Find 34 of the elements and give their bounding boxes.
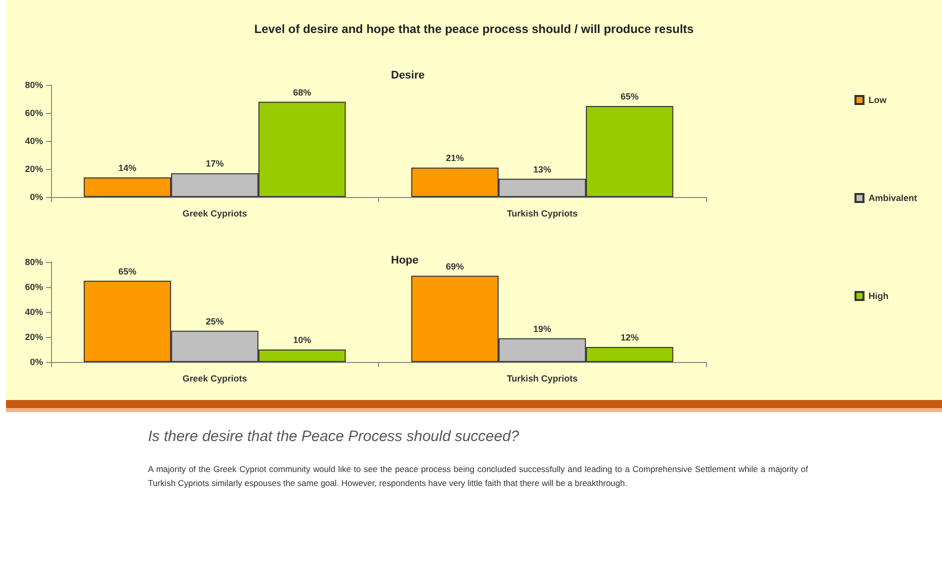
- y-tick-label: 0%: [30, 357, 43, 367]
- data-label: 10%: [293, 335, 312, 345]
- data-label: 68%: [293, 87, 312, 98]
- legend-label: Ambivalent: [868, 193, 918, 203]
- data-label: 65%: [620, 92, 639, 102]
- chart-title: Level of desire and hope that the peace process should / will produce results: [254, 22, 694, 36]
- x-tick-label: Turkish Cypriots: [506, 374, 578, 384]
- data-label: 17%: [206, 158, 224, 169]
- data-label: 14%: [118, 162, 136, 173]
- data-label: 12%: [620, 332, 639, 342]
- y-tick-label: 60%: [24, 282, 43, 292]
- text: Is there desire that the Peace Process should succeed?: [148, 428, 520, 445]
- text: A majority of the Greek Cypriot community would like to see the peace process being concluded successfully and leading to a Comprehensive Settlement while a majority of Turkish Cypriots similarly espouses the same goal. However, respondents have very little faith that there will be a breakthrough.: [148, 463, 808, 490]
- y-tick-label: 40%: [24, 307, 43, 317]
- x-tick-label: Greek Cypriots: [182, 374, 248, 384]
- y-tick-label: 20%: [24, 332, 43, 342]
- chart-title: Hope: [391, 254, 418, 266]
- y-tick-label: 0%: [30, 192, 43, 202]
- x-tick-label: Greek Cypriots: [182, 208, 248, 218]
- y-tick-label: 20%: [24, 164, 43, 174]
- data-label: 65%: [118, 266, 136, 276]
- data-label: 13%: [533, 164, 552, 174]
- y-tick-label: 80%: [24, 257, 43, 267]
- data-label: 69%: [446, 261, 464, 272]
- x-tick-label: Turkish Cypriots: [506, 208, 578, 218]
- legend-label: Low: [868, 95, 888, 105]
- chart-subtitle: Desire: [391, 70, 425, 82]
- data-label: 21%: [446, 153, 464, 164]
- data-label: 19%: [533, 324, 552, 334]
- y-tick-label: 80%: [24, 80, 43, 90]
- y-tick-label: 60%: [24, 108, 43, 118]
- data-label: 25%: [206, 316, 224, 326]
- legend-label: High: [868, 291, 888, 301]
- y-tick-label: 40%: [24, 136, 43, 146]
